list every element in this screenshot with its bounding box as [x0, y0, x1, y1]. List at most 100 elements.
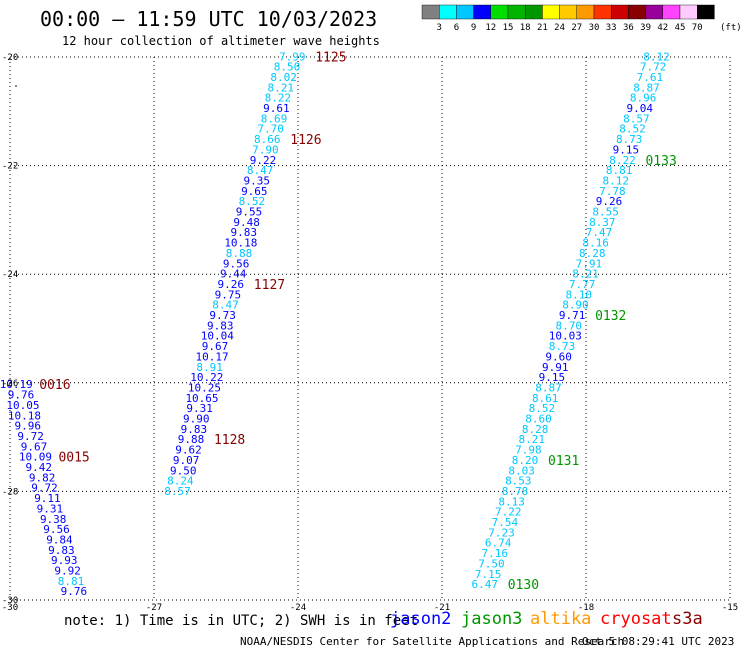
- swh-value-label: 9.88: [178, 433, 205, 446]
- swh-value-label: 8.69: [261, 112, 288, 125]
- swh-value-label: 8.22: [609, 154, 636, 167]
- swh-value-label: 9.50: [170, 464, 197, 477]
- swh-value-label: 9.61: [263, 102, 290, 115]
- colorbar-swatch: [559, 4, 577, 20]
- x-tick-label: -15: [722, 603, 738, 613]
- swh-value-label: 8.20: [512, 454, 539, 467]
- swh-value-label: 10.18: [224, 237, 257, 250]
- swh-value-label: 9.56: [43, 523, 70, 536]
- swh-value-label: 8.13: [498, 495, 525, 508]
- colorbar-level-label: 45: [675, 23, 686, 33]
- satellite-legend-jason2: jason2: [390, 609, 451, 629]
- swh-value-label: 8.91: [196, 361, 223, 374]
- colorbar-swatch: [439, 4, 457, 20]
- swh-value-label: 9.90: [183, 413, 210, 426]
- colorbar-level-label: 3: [436, 23, 441, 33]
- swh-value-label: 9.83: [48, 544, 75, 557]
- swh-value-label: 8.90: [562, 299, 589, 312]
- colorbar-swatch: [645, 4, 663, 20]
- swh-value-label: 9.82: [29, 471, 56, 484]
- swh-value-label: 8.28: [522, 423, 549, 436]
- swh-value-label: 8.60: [525, 413, 552, 426]
- swh-value-label: 8.47: [247, 164, 274, 177]
- satellite-legend-s3a: s3a: [672, 609, 703, 629]
- plot-area: [9, 56, 731, 601]
- y-tick-label: -28: [2, 487, 18, 497]
- swh-value-label: 9.11: [34, 492, 61, 505]
- pass-time-label: 0130: [508, 578, 539, 593]
- swh-value-label: 7.54: [492, 516, 519, 529]
- swh-value-label: 7.90: [252, 143, 279, 156]
- swh-value-label: 10.25: [188, 381, 221, 394]
- swh-value-label: 9.93: [51, 554, 78, 567]
- swh-value-label: 9.75: [215, 288, 242, 301]
- swh-value-label: 7.15: [475, 568, 502, 581]
- colorbar-swatch: [525, 4, 543, 20]
- y-tick-label: -26: [2, 379, 18, 389]
- swh-value-label: 8.12: [603, 174, 630, 187]
- swh-value-label: 8.16: [582, 237, 609, 250]
- swh-value-label: 9.62: [175, 444, 202, 457]
- swh-value-label: 6.47: [471, 578, 498, 591]
- swh-value-label: 10.04: [201, 330, 234, 343]
- swh-value-label: 8.52: [529, 402, 556, 415]
- swh-value-label: 8.02: [270, 71, 297, 84]
- swh-value-label: 8.57: [623, 112, 650, 125]
- swh-value-label: 8.21: [519, 433, 546, 446]
- credit-right: Oct 5 08:29:41 UTC 2023: [582, 635, 734, 648]
- swh-value-label: 9.84: [46, 533, 73, 546]
- swh-value-label: 8.96: [630, 92, 657, 105]
- colorbar-level-label: 21: [537, 23, 548, 33]
- swh-value-label: 7.16: [482, 547, 509, 560]
- swh-value-label: 10.09: [19, 451, 52, 464]
- swh-value-label: 7.98: [515, 444, 542, 457]
- swh-value-label: 9.26: [218, 278, 245, 291]
- swh-value-label: 7.77: [569, 278, 596, 291]
- colorbar-level-label: 36: [623, 23, 634, 33]
- swh-value-label: 9.91: [542, 361, 569, 374]
- colorbar-swatch: [507, 4, 526, 20]
- swh-value-label: 9.92: [54, 565, 81, 578]
- swh-value-label: 8.28: [579, 247, 606, 260]
- colorbar-level-label: 33: [606, 23, 617, 33]
- swh-value-label: 9.15: [539, 371, 566, 384]
- satellite-legend: jason2 jason3 altika cryosat s3a: [390, 609, 703, 629]
- colorbar-level-label: 30: [589, 23, 600, 33]
- satellite-legend-cryosat: cryosat: [600, 609, 672, 629]
- colorbar-level-label: 70: [692, 23, 703, 33]
- swh-value-label: 9.67: [21, 440, 48, 453]
- swh-value-label: 7.61: [637, 71, 664, 84]
- y-tick-label: -30: [2, 596, 18, 606]
- pass-time-label: 1128: [214, 433, 245, 448]
- swh-value-label: 7.50: [478, 557, 505, 570]
- swh-value-label: 7.70: [257, 123, 284, 136]
- track-jason3-c: 8.127.727.618.878.969.048.578.528.739.15…: [471, 50, 676, 593]
- x-tick-label: -21: [434, 603, 450, 613]
- swh-value-label: 8.70: [555, 319, 582, 332]
- swh-value-label: 8.03: [508, 464, 535, 477]
- swh-value-label: 10.03: [549, 330, 582, 343]
- swh-value-label: 9.72: [17, 430, 44, 443]
- swh-value-label: 9.56: [223, 257, 250, 270]
- pass-time-label: 1127: [254, 278, 285, 293]
- swh-value-label: 7.23: [488, 526, 515, 539]
- swh-value-label: 8.66: [254, 133, 281, 146]
- chart-subtitle: 12 hour collection of altimeter wave hei…: [62, 34, 380, 48]
- swh-value-label: 9.65: [241, 185, 268, 198]
- swh-value-label: 9.76: [8, 389, 35, 402]
- x-tick-label: -24: [290, 603, 306, 613]
- swh-value-label: 8.52: [239, 195, 266, 208]
- stray-dot: [15, 85, 17, 87]
- swh-value-label: 8.78: [502, 485, 529, 498]
- swh-value-label: 8.81: [606, 164, 633, 177]
- colorbar-swatch: [542, 4, 560, 20]
- swh-value-label: 8.88: [226, 247, 253, 260]
- swh-value-label: 8.87: [633, 81, 660, 94]
- note-text: note: 1) Time is in UTC; 2) SWH is in fe…: [64, 613, 418, 629]
- swh-value-label: 9.73: [209, 309, 236, 322]
- swh-value-label: 8.61: [532, 392, 559, 405]
- track-cryosat-a: 10.199.7610.0510.189.969.729.6710.099.42…: [0, 378, 90, 598]
- swh-value-label: 7.22: [495, 506, 522, 519]
- pass-time-label: 0016: [39, 378, 70, 393]
